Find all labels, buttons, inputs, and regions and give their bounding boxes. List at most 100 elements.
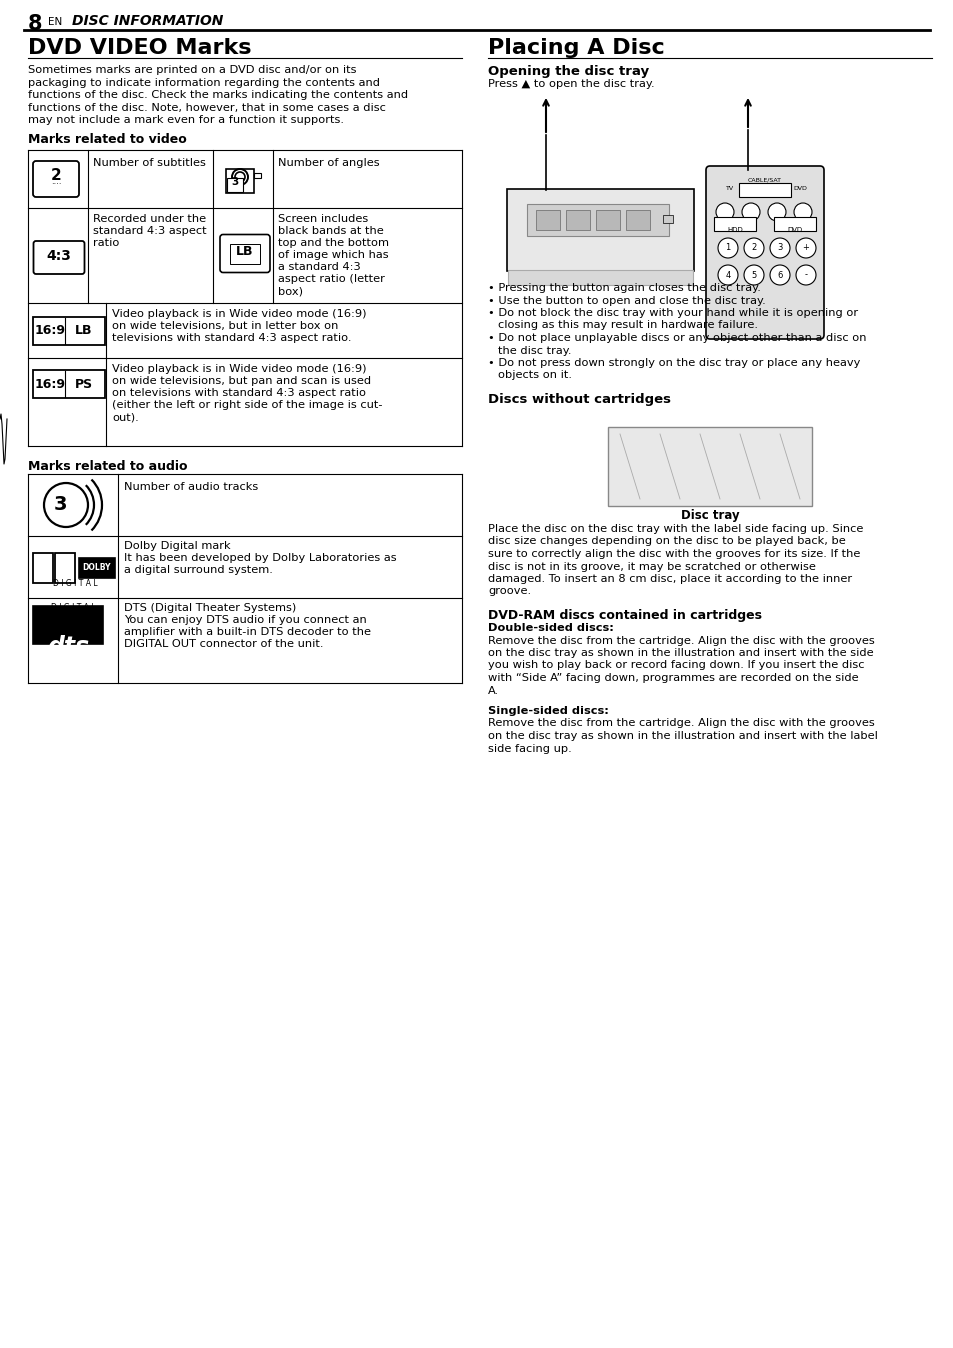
Text: Number of angles: Number of angles [277, 158, 379, 168]
Text: disc is not in its groove, it may be scratched or otherwise: disc is not in its groove, it may be scr… [488, 562, 815, 572]
Circle shape [743, 239, 763, 257]
Text: 16:9: 16:9 [34, 377, 66, 391]
Text: Recorded under the: Recorded under the [92, 214, 206, 224]
FancyBboxPatch shape [33, 553, 53, 582]
Text: Video playback is in Wide video mode (16:9): Video playback is in Wide video mode (16… [112, 364, 366, 373]
Text: DOLBY: DOLBY [83, 562, 112, 572]
Text: damaged. To insert an 8 cm disc, place it according to the inner: damaged. To insert an 8 cm disc, place i… [488, 574, 851, 584]
Circle shape [795, 239, 815, 257]
Text: 5: 5 [751, 271, 756, 279]
Text: Dolby Digital mark: Dolby Digital mark [124, 541, 231, 551]
Text: DISC INFORMATION: DISC INFORMATION [71, 13, 223, 28]
Text: ····: ···· [51, 181, 61, 190]
Text: SURROUND: SURROUND [51, 623, 95, 631]
Text: amplifier with a built-in DTS decoder to the: amplifier with a built-in DTS decoder to… [124, 627, 371, 638]
Text: televisions with standard 4:3 aspect ratio.: televisions with standard 4:3 aspect rat… [112, 333, 351, 342]
Text: • Do not block the disc tray with your hand while it is opening or: • Do not block the disc tray with your h… [488, 307, 858, 318]
FancyBboxPatch shape [33, 317, 105, 345]
Circle shape [767, 204, 785, 221]
FancyBboxPatch shape [607, 427, 811, 506]
Text: functions of the disc. Note, however, that in some cases a disc: functions of the disc. Note, however, th… [28, 102, 385, 112]
Text: on wide televisions, but pan and scan is used: on wide televisions, but pan and scan is… [112, 376, 371, 386]
FancyBboxPatch shape [739, 183, 790, 197]
FancyBboxPatch shape [526, 204, 668, 236]
Text: Discs without cartridges: Discs without cartridges [488, 394, 670, 406]
FancyBboxPatch shape [220, 235, 270, 272]
Circle shape [718, 266, 738, 284]
Text: Sometimes marks are printed on a DVD disc and/or on its: Sometimes marks are printed on a DVD dis… [28, 65, 356, 75]
FancyBboxPatch shape [507, 270, 692, 284]
FancyBboxPatch shape [536, 210, 559, 231]
Text: Remove the disc from the cartridge. Align the disc with the grooves: Remove the disc from the cartridge. Alig… [488, 635, 874, 646]
Text: Screen includes: Screen includes [277, 214, 368, 224]
Circle shape [769, 239, 789, 257]
Text: 4: 4 [724, 271, 730, 279]
Circle shape [741, 204, 760, 221]
FancyBboxPatch shape [230, 244, 260, 263]
Text: DVD-RAM discs contained in cartridges: DVD-RAM discs contained in cartridges [488, 609, 761, 621]
Text: HDD: HDD [726, 226, 742, 233]
Text: • Do not place unplayable discs or any object other than a disc on: • Do not place unplayable discs or any o… [488, 333, 865, 342]
Circle shape [716, 204, 733, 221]
Text: side facing up.: side facing up. [488, 744, 571, 754]
Text: Marks related to audio: Marks related to audio [28, 460, 188, 473]
FancyBboxPatch shape [713, 217, 755, 231]
Text: sure to correctly align the disc with the grooves for its size. If the: sure to correctly align the disc with th… [488, 549, 860, 559]
Text: ratio: ratio [92, 239, 119, 248]
Text: LB: LB [236, 245, 253, 257]
Text: 2: 2 [51, 167, 61, 182]
Text: 4:3: 4:3 [47, 248, 71, 263]
Circle shape [793, 204, 811, 221]
Circle shape [769, 266, 789, 284]
Text: Opening the disc tray: Opening the disc tray [488, 65, 648, 78]
Text: Number of audio tracks: Number of audio tracks [124, 483, 258, 492]
Text: 1: 1 [724, 244, 730, 252]
Text: functions of the disc. Check the marks indicating the contents and: functions of the disc. Check the marks i… [28, 90, 408, 100]
Text: • Pressing the button again closes the disc tray.: • Pressing the button again closes the d… [488, 283, 760, 293]
Text: A.: A. [488, 686, 498, 696]
Text: 3: 3 [53, 496, 67, 515]
Text: It has been developed by Dolby Laboratories as: It has been developed by Dolby Laborator… [124, 553, 396, 563]
Text: 3: 3 [232, 177, 238, 187]
Text: DIGITAL OUT connector of the unit.: DIGITAL OUT connector of the unit. [124, 639, 323, 648]
Text: CABLE/SAT: CABLE/SAT [747, 178, 781, 183]
Text: objects on it.: objects on it. [497, 371, 572, 380]
FancyBboxPatch shape [253, 173, 261, 178]
Text: with “Side A” facing down, programmes are recorded on the side: with “Side A” facing down, programmes ar… [488, 673, 858, 683]
Text: Placing A Disc: Placing A Disc [488, 38, 664, 58]
Text: TV: TV [725, 186, 733, 191]
Circle shape [795, 266, 815, 284]
Text: Number of subtitles: Number of subtitles [92, 158, 206, 168]
Text: +: + [801, 244, 808, 252]
Text: packaging to indicate information regarding the contents and: packaging to indicate information regard… [28, 77, 379, 88]
FancyBboxPatch shape [596, 210, 619, 231]
Text: aspect ratio (letter: aspect ratio (letter [277, 274, 384, 284]
Text: top and the bottom: top and the bottom [277, 239, 389, 248]
FancyBboxPatch shape [662, 214, 672, 222]
Text: Marks related to video: Marks related to video [28, 133, 187, 146]
FancyBboxPatch shape [55, 553, 75, 582]
Text: Single-sided discs:: Single-sided discs: [488, 706, 608, 716]
Text: out).: out). [112, 412, 138, 422]
Text: a standard 4:3: a standard 4:3 [277, 262, 360, 272]
Text: the disc tray.: the disc tray. [497, 345, 571, 356]
Text: Press ▲ to open the disc tray.: Press ▲ to open the disc tray. [488, 80, 654, 89]
Text: DTS (Digital Theater Systems): DTS (Digital Theater Systems) [124, 603, 296, 613]
Text: DVD VIDEO Marks: DVD VIDEO Marks [28, 38, 252, 58]
Text: on the disc tray as shown in the illustration and insert with the label: on the disc tray as shown in the illustr… [488, 731, 877, 741]
Text: groove.: groove. [488, 586, 531, 597]
Text: you wish to play back or record facing down. If you insert the disc: you wish to play back or record facing d… [488, 661, 863, 670]
Text: 2: 2 [751, 244, 756, 252]
Text: DVD: DVD [792, 186, 806, 191]
Text: -: - [803, 271, 806, 279]
FancyBboxPatch shape [33, 241, 85, 274]
Text: DVD: DVD [786, 226, 801, 233]
Text: Disc tray: Disc tray [680, 510, 739, 522]
Text: Video playback is in Wide video mode (16:9): Video playback is in Wide video mode (16… [112, 309, 366, 319]
Text: You can enjoy DTS audio if you connect an: You can enjoy DTS audio if you connect a… [124, 615, 366, 625]
Text: of image which has: of image which has [277, 249, 388, 260]
FancyBboxPatch shape [506, 189, 693, 271]
FancyBboxPatch shape [33, 369, 105, 398]
Text: on televisions with standard 4:3 aspect ratio: on televisions with standard 4:3 aspect … [112, 388, 366, 398]
Text: 6: 6 [777, 271, 781, 279]
